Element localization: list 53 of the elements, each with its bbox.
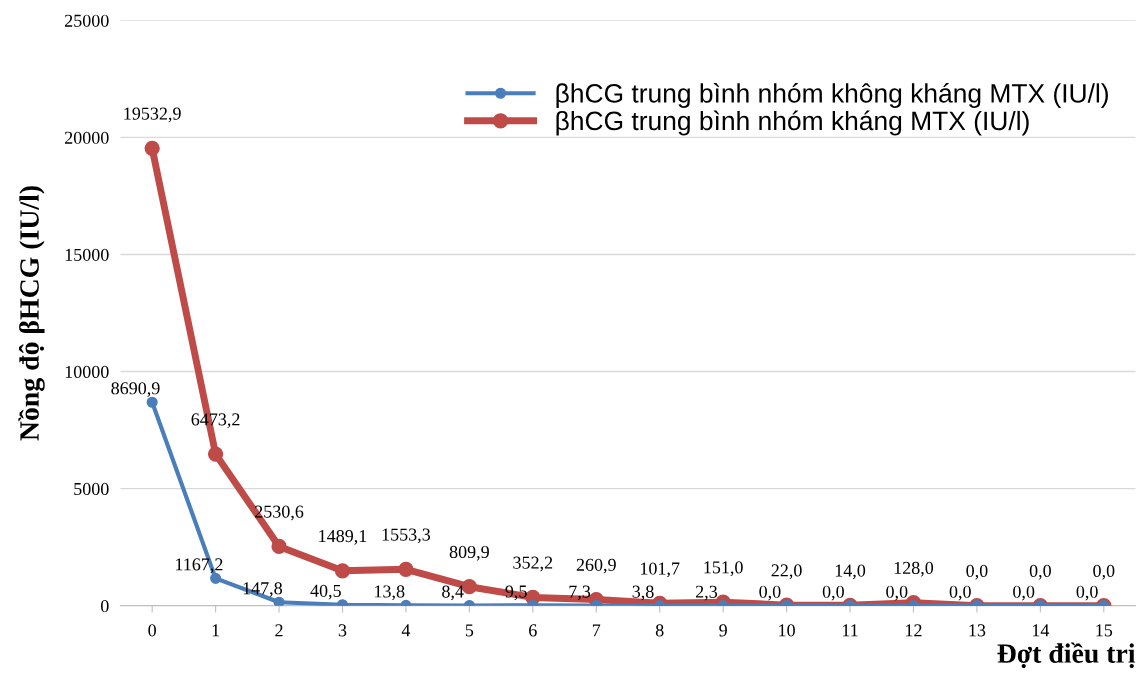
y-tick-label: 25000: [64, 14, 109, 27]
x-tick-label: 12: [906, 624, 922, 637]
data-label: 260,9: [576, 558, 616, 574]
data-label: 147,8: [243, 582, 282, 597]
data-label: 1489,1: [319, 529, 367, 545]
x-tick-label: 15: [1096, 624, 1113, 637]
x-tick-label: 11: [842, 624, 858, 637]
data-label: 8,4: [442, 585, 464, 601]
data-label: 0,0: [966, 564, 988, 580]
data-label: 809,9: [449, 545, 489, 561]
x-tick-label: 8: [655, 624, 664, 637]
data-label: 14,0: [835, 564, 866, 580]
data-label: 128,0: [894, 561, 934, 577]
x-tick-label: 5: [465, 624, 474, 637]
y-tick-label: 5000: [74, 482, 109, 496]
data-label: 151,0: [704, 561, 743, 577]
y-axis-title: Nồng độ βHCG (IU/l): [18, 186, 45, 441]
x-tick-label: 9: [719, 624, 727, 637]
data-label: 0,0: [822, 585, 844, 601]
data-label: 1553,3: [382, 528, 431, 544]
x-tick-label: 0: [148, 624, 156, 637]
data-label: 8690,9: [111, 382, 160, 397]
y-tick-label: 15000: [65, 248, 109, 261]
data-label: 40,5: [310, 584, 341, 600]
x-tick-label: 4: [401, 624, 411, 637]
legend-label: βhCG trung bình nhóm không kháng MTX (IU/l): [556, 83, 1108, 108]
data-label: 0,0: [886, 585, 908, 601]
x-axis-title: Đợt điều trị: [997, 642, 1136, 669]
data-label: 101,7: [640, 562, 680, 578]
y-tick-label: 20000: [64, 131, 109, 144]
y-tick-label: 0: [100, 599, 109, 613]
y-tick-label: 10000: [65, 365, 109, 378]
data-label: 22,0: [771, 564, 802, 580]
data-label: 19532,9: [124, 107, 181, 123]
x-tick-label: 13: [969, 624, 986, 637]
data-label: 0,0: [1013, 585, 1035, 601]
data-label: 352,2: [513, 556, 553, 572]
data-label: 2,3: [695, 585, 718, 601]
x-tick-label: 7: [592, 624, 601, 637]
data-label: 0,0: [1076, 585, 1098, 601]
x-tick-label: 14: [1032, 624, 1050, 637]
x-tick-label: 3: [338, 624, 347, 637]
data-label: 13,8: [375, 585, 405, 601]
x-tick-label: 1: [212, 624, 220, 637]
x-tick-label: 2: [275, 624, 283, 637]
data-label: 3,8: [632, 585, 654, 601]
data-label: 0,0: [1093, 564, 1115, 580]
data-label: 0,0: [1029, 564, 1051, 580]
legend-label: βhCG trung bình nhóm kháng MTX (IU/l): [556, 110, 1029, 136]
data-label: 0,0: [949, 585, 971, 601]
x-tick-label: 6: [529, 624, 537, 637]
data-label: 0,0: [759, 585, 781, 601]
x-tick-label: 10: [779, 624, 795, 637]
